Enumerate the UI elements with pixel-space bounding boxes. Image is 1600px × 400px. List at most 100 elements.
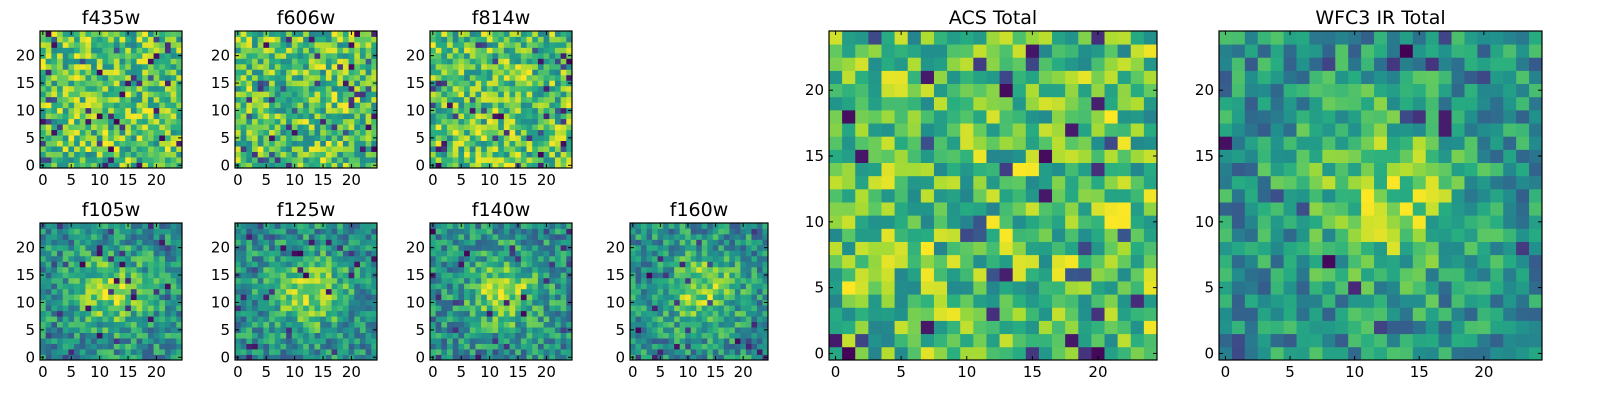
- heatmap-cell: [526, 321, 533, 328]
- heatmap-cell: [498, 113, 505, 120]
- heatmap-cell: [464, 135, 471, 141]
- heatmap-cell: [371, 261, 378, 268]
- heatmap-cell: [447, 239, 454, 246]
- heatmap-cell: [441, 354, 448, 361]
- heatmap-cell: [1143, 254, 1158, 269]
- heatmap-cell: [286, 157, 293, 163]
- heatmap-cell: [331, 58, 338, 65]
- heatmap-cell: [365, 244, 372, 251]
- heatmap-cell: [297, 299, 304, 306]
- heatmap-cell: [337, 80, 344, 87]
- heatmap-cell: [566, 255, 573, 262]
- heatmap-cell: [464, 283, 471, 290]
- heatmap-cell: [252, 223, 259, 229]
- heatmap-cell: [337, 283, 344, 290]
- heatmap-cell: [740, 338, 747, 344]
- heatmap-cell: [549, 63, 556, 70]
- heatmap-cell: [549, 327, 556, 333]
- heatmap-cell: [91, 140, 98, 147]
- heatmap-cell: [365, 31, 372, 37]
- heatmap-cell: [447, 58, 454, 65]
- heatmap-cell: [475, 31, 482, 37]
- heatmap-cell: [153, 69, 160, 76]
- heatmap-cell: [630, 239, 636, 246]
- x-tick-label: 10: [285, 363, 304, 381]
- heatmap-cell: [447, 310, 454, 317]
- heatmap-cell: [734, 277, 741, 284]
- heatmap-cell: [543, 47, 550, 54]
- heatmap-cell: [297, 349, 304, 355]
- heatmap-cell: [657, 244, 664, 251]
- heatmap-cell: [509, 266, 516, 273]
- heatmap-cell: [635, 316, 642, 323]
- heatmap-cell: [756, 349, 763, 355]
- heatmap-cell: [537, 266, 544, 273]
- heatmap-cell: [756, 321, 763, 328]
- heatmap-cell: [153, 277, 160, 284]
- heatmap-cell: [498, 288, 505, 295]
- heatmap-cell: [308, 305, 315, 312]
- heatmap-cell: [308, 288, 315, 295]
- heatmap-cell: [79, 228, 86, 235]
- heatmap-cell: [435, 41, 442, 48]
- heatmap-cell: [441, 63, 448, 70]
- heatmap-cell: [325, 272, 332, 279]
- heatmap-cell: [342, 107, 349, 114]
- heatmap-cell: [325, 321, 332, 328]
- heatmap-cell: [291, 107, 298, 114]
- heatmap-cell: [430, 266, 437, 273]
- heatmap-cell: [751, 310, 758, 317]
- heatmap-cell: [447, 299, 454, 306]
- heatmap-cell: [1117, 307, 1132, 321]
- heatmap-cell: [176, 85, 183, 92]
- heatmap-cell: [526, 107, 533, 114]
- heatmap-cell: [359, 85, 367, 92]
- heatmap-cell: [308, 41, 315, 48]
- heatmap-cell: [668, 343, 675, 350]
- heatmap-cells-f160w: [630, 223, 769, 361]
- heatmap-cell: [96, 244, 103, 251]
- heatmap-cell: [498, 316, 505, 323]
- heatmap-cell: [435, 327, 442, 333]
- heatmap-cell: [729, 277, 736, 284]
- heatmap-cell: [447, 294, 454, 301]
- heatmap-cell: [263, 85, 270, 92]
- heatmap-cell: [291, 283, 298, 290]
- heatmap-cell: [303, 233, 310, 240]
- heatmap-cell: [447, 162, 454, 169]
- heatmap-cell: [337, 255, 344, 262]
- heatmap-cell: [240, 31, 247, 37]
- heatmap-cell: [1143, 333, 1158, 348]
- heatmap-cell: [532, 118, 539, 125]
- heatmap-cell: [520, 250, 527, 257]
- heatmap-cell: [481, 316, 488, 323]
- heatmap-cell: [894, 346, 909, 361]
- heatmap-cell: [51, 223, 58, 229]
- heatmap-cell: [337, 157, 344, 163]
- heatmap-cell: [1143, 294, 1158, 308]
- heatmap-cell: [176, 255, 183, 262]
- heatmap-cell: [274, 36, 281, 43]
- heatmap-cell: [74, 31, 81, 37]
- heatmap-cell: [164, 294, 172, 301]
- heatmap-cell: [164, 31, 172, 37]
- heatmap-cell: [68, 239, 75, 246]
- heatmap-cell: [663, 321, 670, 328]
- heatmap-cell: [756, 354, 763, 361]
- heatmap-cell: [503, 157, 510, 163]
- heatmap-cell: [751, 272, 758, 279]
- heatmap-cell: [257, 58, 264, 65]
- heatmap-cell: [498, 255, 505, 262]
- heatmap-cell: [274, 338, 281, 344]
- heatmap-cell: [125, 58, 132, 65]
- heatmap-cell: [96, 36, 103, 43]
- heatmap-cell: [690, 299, 697, 306]
- heatmap-cell: [657, 338, 664, 344]
- heatmap-cell: [170, 140, 177, 147]
- heatmap-cell: [314, 80, 321, 87]
- heatmap-cell: [881, 294, 895, 308]
- heatmap-cell: [246, 310, 253, 317]
- heatmap-cell: [263, 80, 270, 87]
